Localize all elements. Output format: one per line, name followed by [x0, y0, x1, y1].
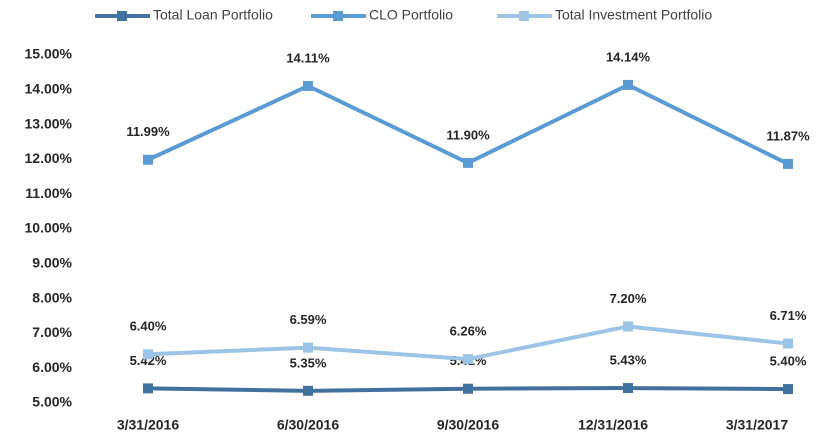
x-tick-label: 12/31/2016 — [578, 417, 648, 433]
legend-marker — [333, 11, 343, 21]
value-label: 6.59% — [290, 312, 327, 327]
value-label: 7.20% — [610, 291, 647, 306]
value-label: 5.40% — [770, 354, 807, 369]
y-tick-label: 6.00% — [32, 359, 72, 375]
y-tick-label: 11.00% — [25, 185, 72, 201]
value-label: 5.35% — [290, 355, 327, 370]
y-tick-label: 14.00% — [25, 81, 73, 97]
legend-marker — [117, 11, 127, 21]
y-tick-label: 9.00% — [32, 255, 72, 271]
point-marker — [783, 158, 793, 169]
point-marker — [143, 349, 153, 360]
y-tick-label: 8.00% — [32, 289, 72, 305]
point-marker — [463, 383, 473, 394]
value-label: 14.14% — [606, 49, 651, 64]
point-marker — [783, 384, 793, 395]
point-marker — [303, 342, 313, 353]
value-label: 5.42% — [130, 353, 167, 368]
x-tick-label: 3/31/2016 — [117, 417, 179, 433]
point-marker — [623, 383, 633, 394]
value-label: 6.40% — [130, 319, 167, 334]
point-marker — [623, 321, 633, 332]
legend-label: CLO Portfolio — [369, 7, 453, 23]
y-tick-label: 15.00% — [25, 46, 73, 62]
y-tick-label: 7.00% — [32, 324, 72, 340]
point-marker — [303, 80, 313, 91]
y-tick-label: 5.00% — [32, 394, 72, 410]
y-tick-label: 10.00% — [25, 220, 73, 236]
series-line — [147, 82, 789, 166]
x-tick-label: 9/30/2016 — [437, 417, 499, 433]
x-tick-label: 6/30/2016 — [277, 417, 339, 433]
point-marker — [623, 79, 633, 90]
value-label: 6.71% — [770, 308, 807, 323]
value-label: 11.99% — [126, 124, 170, 139]
point-marker — [143, 383, 153, 394]
legend-label: Total Investment Portfolio — [555, 7, 712, 23]
point-marker — [463, 354, 473, 365]
point-marker — [783, 338, 793, 349]
point-marker — [463, 157, 473, 168]
value-label: 14.11% — [286, 50, 330, 65]
y-tick-label: 13.00% — [25, 115, 73, 131]
value-label: 11.90% — [446, 127, 490, 142]
value-label: 11.87% — [766, 128, 810, 143]
legend-label: Total Loan Portfolio — [153, 7, 273, 23]
value-label: 6.26% — [450, 324, 487, 339]
y-tick-label: 12.00% — [25, 150, 73, 166]
point-marker — [143, 154, 153, 165]
legend-marker — [519, 11, 529, 21]
x-tick-label: 3/31/2017 — [726, 417, 788, 433]
value-label: 5.43% — [610, 352, 647, 367]
point-marker — [303, 385, 313, 396]
